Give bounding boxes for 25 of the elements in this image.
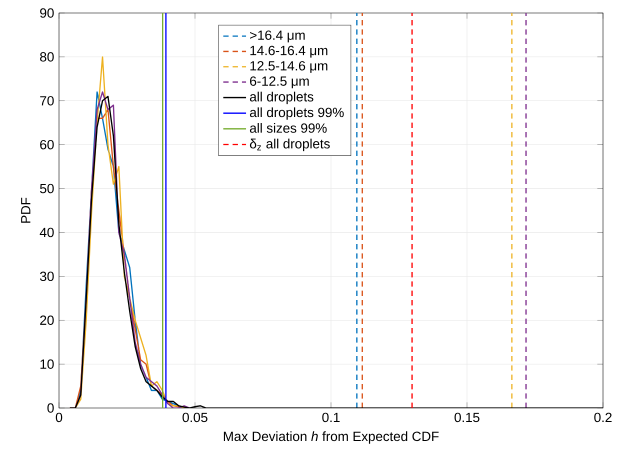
y-axis-title: PDF [21,198,30,223]
y-tick-label: 80 [40,52,54,62]
y-tick-label: 30 [40,272,54,282]
y-tick-label: 20 [40,316,54,325]
x-tick-label: 0.2 [594,412,612,422]
x-axis-title: Max Deviation h from Expected CDF [224,431,439,444]
y-tick-label: 0 [47,403,54,413]
y-tick-label: 10 [40,359,54,369]
legend-label: δ$_{z}$ all droplets [250,138,330,152]
y-tick-label: 90 [40,8,54,18]
y-tick-label: 40 [40,228,54,238]
y-tick-label: 50 [40,184,54,194]
legend-label: 6-12.5 μm [250,76,309,88]
legend-label: all sizes 99% [250,123,327,133]
y-tick-label: 70 [40,96,54,106]
x-tick-label: 0.1 [322,412,340,422]
legend-label: 12.5-14.6 μm [250,61,328,73]
x-tick-label: 0.15 [454,412,480,422]
x-tick-label: 0.05 [182,412,208,422]
legend-label: 14.6-16.4 μm [250,46,328,58]
legend-label: >16.4 μm [250,30,305,42]
y-tick-label: 60 [40,140,54,150]
legend-label: all droplets [250,92,314,104]
legend-label: all droplets 99% [250,107,344,120]
x-tick-label: 0 [56,412,62,422]
